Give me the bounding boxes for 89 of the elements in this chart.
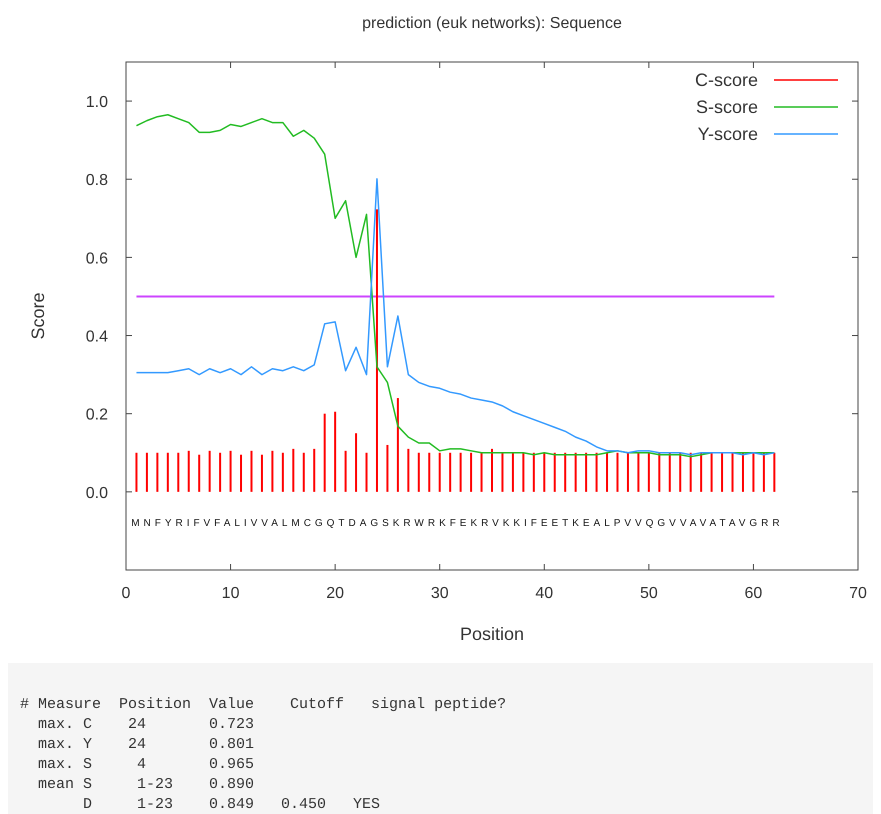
y-tick-label: 0.4: [86, 328, 108, 346]
bar: [313, 448, 316, 492]
bar: [470, 452, 472, 492]
bar: [438, 452, 441, 492]
bar: [596, 452, 598, 492]
x-tick-label: 70: [849, 585, 867, 602]
bar: [554, 452, 556, 492]
bar: [668, 452, 671, 492]
bar: [449, 452, 452, 492]
text: max. S 4 0.965: [20, 756, 254, 773]
bar: [282, 452, 284, 492]
text: # Measure Position Value Cutoff signal peptide?: [20, 696, 506, 713]
bar: [762, 452, 765, 492]
legend-label: C-score: [694, 70, 758, 90]
x-tick-label: 10: [222, 585, 240, 602]
x-tick-label: 50: [640, 585, 658, 602]
bar: [407, 448, 410, 492]
x-tick-label: 60: [744, 585, 762, 602]
bar: [460, 452, 462, 492]
bar: [491, 448, 493, 492]
bar: [198, 454, 200, 492]
bar: [658, 452, 660, 492]
bar: [366, 452, 368, 492]
text: max. C 24 0.723: [20, 716, 254, 733]
y-tick-label: 1.0: [86, 94, 108, 112]
bar: [616, 452, 618, 492]
bar: [166, 452, 169, 492]
bar: [334, 412, 336, 492]
bar: [177, 452, 180, 492]
bar: [574, 452, 577, 492]
x-tick-label: 0: [122, 585, 131, 602]
bar: [188, 450, 190, 492]
bar: [564, 452, 566, 492]
bar: [156, 452, 158, 492]
x-tick-label: 40: [535, 585, 554, 602]
bar: [355, 433, 358, 492]
bar: [208, 450, 211, 492]
bar: [324, 414, 326, 492]
bar: [271, 450, 274, 492]
bar: [752, 452, 754, 492]
bar: [135, 452, 138, 492]
bar: [501, 452, 504, 492]
bar: [230, 450, 232, 492]
line-series: [136, 114, 776, 458]
bar: [219, 452, 222, 492]
bar: [700, 452, 702, 492]
bar: [773, 452, 776, 492]
bar: [376, 209, 378, 492]
y-tick-label: 0.6: [86, 250, 108, 268]
bar: [418, 452, 420, 492]
bar: [250, 450, 252, 492]
legend-label: S-score: [696, 97, 758, 117]
bar: [742, 452, 744, 492]
line-series: [136, 178, 776, 456]
bar: [522, 452, 524, 492]
bar: [637, 452, 640, 492]
bar: [732, 452, 734, 492]
bar: [679, 452, 682, 492]
text: max. Y 24 0.801: [20, 736, 254, 753]
text: mean S 1-23 0.890: [20, 776, 254, 793]
y-tick-label: 0.0: [86, 484, 108, 502]
bar: [721, 452, 724, 492]
bar: [648, 452, 650, 492]
bar: [260, 454, 263, 492]
bar: [626, 452, 629, 492]
bar: [146, 452, 148, 492]
x-tick-label: 30: [430, 585, 449, 602]
y-axis-title: Score: [28, 292, 48, 340]
y-tick-label: 0.2: [86, 406, 108, 424]
bar: [292, 448, 294, 492]
chart-title: prediction (euk networks): Sequence: [362, 15, 622, 32]
bar: [532, 452, 535, 492]
bar: [302, 452, 305, 492]
x-axis-title: Position: [460, 624, 524, 644]
y-tick-label: 0.8: [86, 172, 108, 190]
bar: [386, 444, 388, 492]
bar: [428, 452, 430, 492]
legend-label: Y-score: [698, 124, 758, 144]
bar: [240, 454, 242, 492]
bar: [543, 452, 546, 492]
bar: [480, 452, 483, 492]
bar: [396, 398, 399, 492]
annotation: MNFYRIFVFALIVVALMCGQTDAGSKRWRKFEKRVKKIFEETKEALPVVQGVVAVATAVGRR: [131, 518, 780, 529]
text: D 1-23 0.849 0.450 YES: [20, 796, 380, 813]
bar: [344, 450, 347, 492]
bar: [710, 452, 713, 492]
x-tick-label: 20: [326, 585, 344, 602]
bar: [585, 452, 588, 492]
bar: [606, 452, 608, 492]
